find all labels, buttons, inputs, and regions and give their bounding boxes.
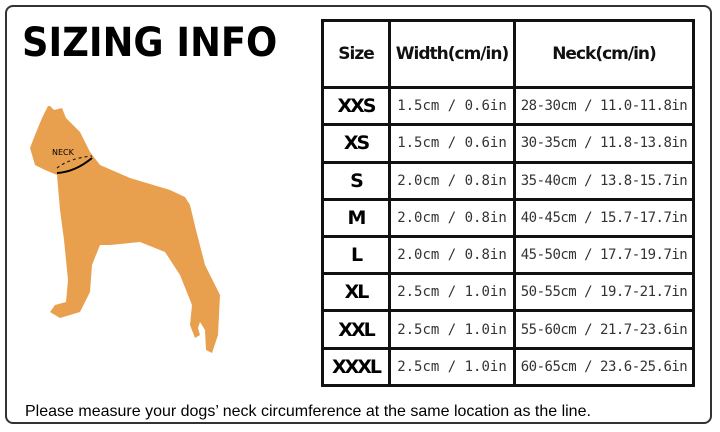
table-row: S 2.0cm / 0.8in 35-40cm / 13.8-15.7in bbox=[321, 160, 695, 201]
neck-cell: 60-65cm / 23.6-25.6in bbox=[513, 346, 695, 388]
width-cell: 1.5cm / 0.6in bbox=[388, 123, 516, 164]
size-table: Size Width(cm/in) Neck(cm/in) XXS 1.5cm /… bbox=[321, 18, 695, 388]
width-cell: 2.5cm / 1.0in bbox=[388, 346, 516, 388]
neck-cell: 55-60cm / 21.7-23.6in bbox=[513, 309, 695, 350]
neck-line bbox=[56, 157, 93, 174]
header-neck: Neck(cm/in) bbox=[513, 18, 695, 90]
neck-cell: 35-40cm / 13.8-15.7in bbox=[513, 160, 695, 201]
measure-note: Please measure your dogs’ neck circumfer… bbox=[25, 403, 591, 420]
width-cell: 1.5cm / 0.6in bbox=[388, 86, 516, 127]
table-row: XS 1.5cm / 0.6in 30-35cm / 11.8-13.8in bbox=[321, 123, 695, 164]
table-header: Size Width(cm/in) Neck(cm/in) bbox=[321, 18, 695, 90]
size-cell: S bbox=[321, 160, 391, 201]
width-cell: 2.5cm / 1.0in bbox=[388, 309, 516, 350]
header-width: Width(cm/in) bbox=[388, 18, 516, 90]
size-cell: XXS bbox=[321, 86, 391, 127]
neck-cell: 28-30cm / 11.0-11.8in bbox=[513, 86, 695, 127]
width-cell: 2.0cm / 0.8in bbox=[388, 234, 516, 276]
size-cell: M bbox=[321, 197, 391, 238]
table-row: XXXL 2.5cm / 1.0in 60-65cm / 23.6-25.6in bbox=[321, 346, 695, 388]
neck-cell: 40-45cm / 15.7-17.7in bbox=[513, 197, 695, 238]
size-cell: XS bbox=[321, 123, 391, 164]
size-cell: L bbox=[321, 234, 391, 276]
title: SIZING INFO bbox=[22, 20, 278, 66]
neck-cell: 50-55cm / 19.7-21.7in bbox=[513, 272, 695, 313]
width-cell: 2.0cm / 0.8in bbox=[388, 160, 516, 201]
size-cell: XL bbox=[321, 272, 391, 313]
neck-line-dashed bbox=[56, 155, 93, 169]
header-size: Size bbox=[321, 18, 391, 90]
neck-cell: 45-50cm / 17.7-19.7in bbox=[513, 234, 695, 276]
table-row: XXL 2.5cm / 1.0in 55-60cm / 21.7-23.6in bbox=[321, 309, 695, 350]
size-cell: XXXL bbox=[321, 346, 391, 388]
width-cell: 2.5cm / 1.0in bbox=[388, 272, 516, 313]
frame-border bbox=[5, 5, 712, 424]
table-row: XXS 1.5cm / 0.6in 28-30cm / 11.0-11.8in bbox=[321, 86, 695, 127]
table-row: M 2.0cm / 0.8in 40-45cm / 15.7-17.7in bbox=[321, 197, 695, 238]
width-cell: 2.0cm / 0.8in bbox=[388, 197, 516, 238]
dog-silhouette bbox=[30, 106, 220, 353]
table-row: L 2.0cm / 0.8in 45-50cm / 17.7-19.7in bbox=[321, 234, 695, 276]
table-row: XL 2.5cm / 1.0in 50-55cm / 19.7-21.7in bbox=[321, 272, 695, 313]
dog-illustration: NECK bbox=[30, 106, 220, 353]
neck-cell: 30-35cm / 11.8-13.8in bbox=[513, 123, 695, 164]
size-cell: XXL bbox=[321, 309, 391, 350]
neck-label: NECK bbox=[52, 148, 75, 157]
